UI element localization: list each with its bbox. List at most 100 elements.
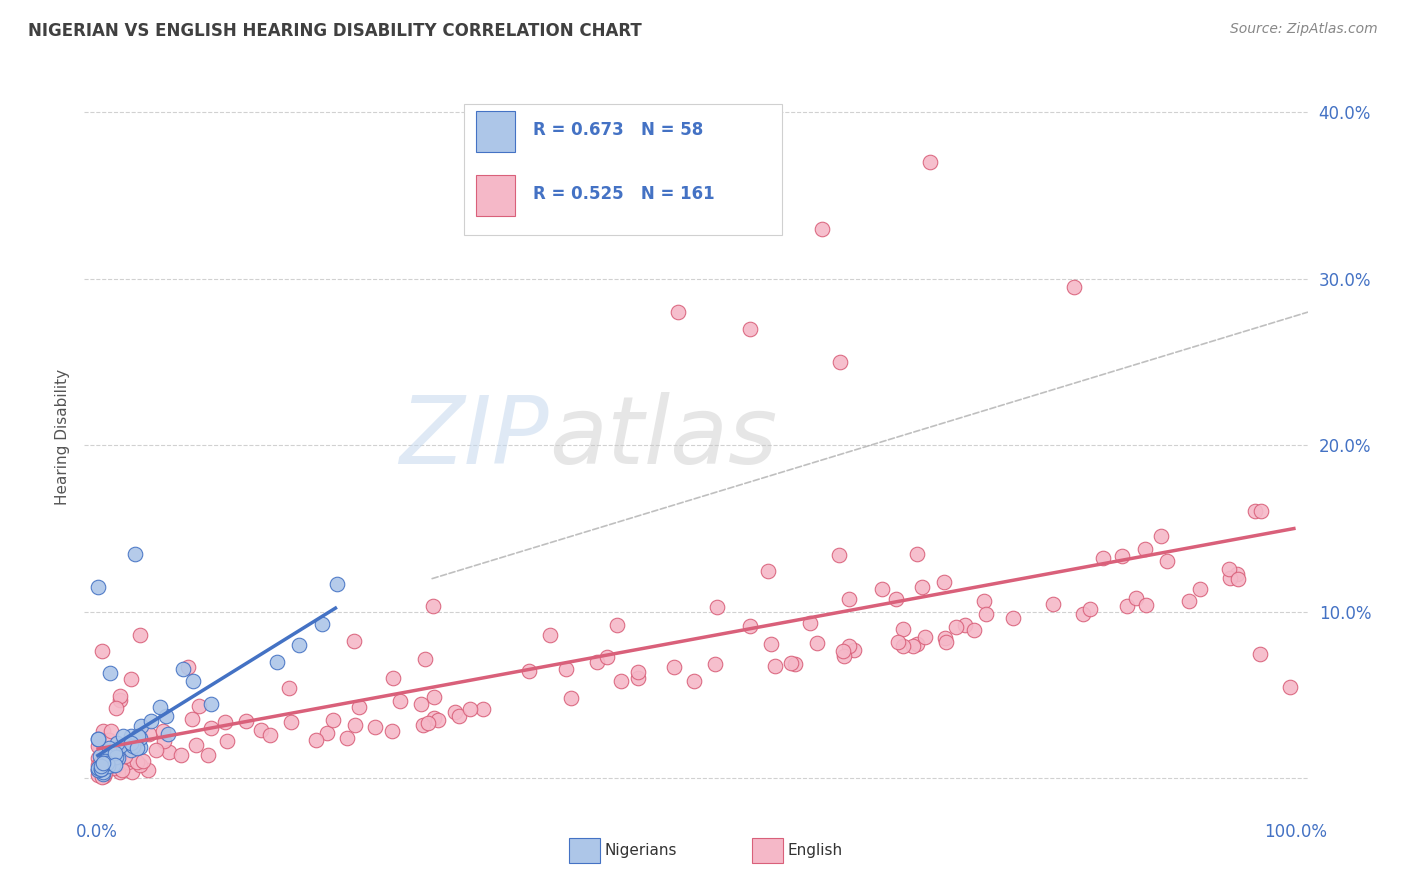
Point — [186, 738, 208, 752]
Point — [170, 747, 193, 762]
Point — [945, 620, 967, 634]
Point — [108, 739, 131, 753]
Point — [1063, 280, 1085, 294]
Point — [98, 733, 121, 747]
Point — [107, 756, 129, 771]
Point — [1178, 594, 1201, 608]
Point — [413, 651, 436, 665]
Point — [98, 666, 121, 681]
Point — [93, 766, 115, 780]
Point — [905, 637, 928, 651]
Point — [121, 765, 143, 780]
Point — [93, 766, 115, 780]
Point — [288, 638, 311, 652]
Point — [93, 769, 115, 783]
Point — [311, 617, 333, 632]
Point — [180, 712, 202, 726]
Point — [538, 628, 561, 642]
Point — [100, 723, 122, 738]
Point — [121, 752, 143, 766]
Point — [91, 724, 114, 739]
Point — [472, 702, 495, 716]
Point — [94, 758, 117, 772]
FancyBboxPatch shape — [475, 175, 515, 216]
Point — [932, 575, 955, 590]
Point — [128, 740, 150, 755]
Point — [336, 731, 359, 746]
Point — [758, 564, 780, 578]
Point — [250, 723, 273, 738]
Point — [125, 740, 148, 755]
Point — [138, 727, 160, 741]
Point — [89, 748, 111, 763]
Point — [90, 762, 112, 776]
Point — [125, 756, 148, 770]
Point — [159, 745, 181, 759]
Point — [806, 636, 828, 650]
Point — [129, 731, 152, 745]
Point — [706, 600, 728, 615]
Point — [86, 761, 108, 775]
Point — [91, 766, 114, 780]
Point — [94, 752, 117, 766]
Point — [214, 714, 236, 729]
Point — [152, 724, 174, 739]
Point — [703, 657, 725, 671]
Point — [129, 719, 152, 733]
Point — [120, 729, 142, 743]
Point — [108, 693, 131, 707]
Point — [1135, 542, 1157, 557]
Point — [934, 631, 956, 645]
Point — [187, 698, 209, 713]
Point — [91, 643, 114, 657]
Point — [107, 754, 129, 768]
Point — [108, 690, 131, 704]
Point — [627, 671, 650, 685]
Point — [153, 734, 176, 748]
Point — [235, 714, 257, 729]
Point — [343, 717, 366, 731]
Point — [172, 661, 194, 675]
Point — [662, 660, 685, 674]
Point — [259, 728, 281, 742]
Point — [86, 768, 108, 782]
Point — [200, 698, 222, 712]
Point — [132, 754, 155, 768]
Text: R = 0.673   N = 58: R = 0.673 N = 58 — [533, 121, 703, 139]
Point — [911, 580, 934, 594]
Point — [411, 698, 433, 712]
Point — [97, 745, 120, 759]
FancyBboxPatch shape — [569, 838, 600, 863]
Point — [93, 747, 115, 761]
Point — [97, 758, 120, 772]
Point — [560, 691, 582, 706]
Point — [449, 708, 471, 723]
Point — [585, 656, 607, 670]
Point — [155, 709, 177, 723]
Point — [93, 755, 115, 769]
Point — [89, 756, 111, 770]
Point — [891, 622, 914, 636]
Point — [104, 701, 127, 715]
Point — [86, 763, 108, 777]
Point — [322, 713, 344, 727]
Point — [905, 547, 928, 561]
Point — [1001, 611, 1024, 625]
Point — [305, 732, 328, 747]
Point — [884, 592, 907, 607]
Point — [124, 739, 146, 754]
Point — [1249, 647, 1271, 661]
Point — [1226, 567, 1249, 582]
Text: Nigerians: Nigerians — [605, 844, 678, 858]
Point — [444, 706, 467, 720]
Point — [1135, 599, 1157, 613]
Text: Source: ZipAtlas.com: Source: ZipAtlas.com — [1230, 22, 1378, 37]
Point — [86, 739, 108, 753]
Point — [91, 756, 114, 770]
Point — [1091, 551, 1114, 566]
Point — [114, 748, 136, 763]
Point — [97, 741, 120, 756]
Point — [1188, 582, 1211, 596]
Point — [120, 673, 142, 687]
Point — [90, 758, 112, 772]
